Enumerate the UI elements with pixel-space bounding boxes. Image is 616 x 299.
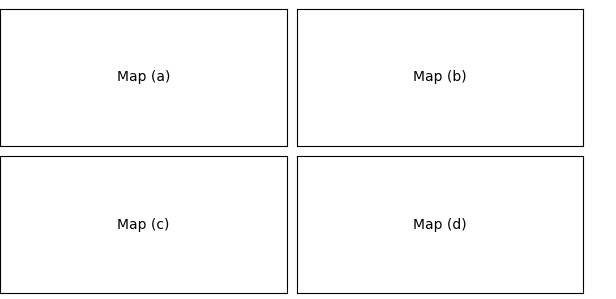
Text: Map (b): Map (b): [413, 70, 467, 84]
Text: Map (d): Map (d): [413, 218, 467, 232]
Text: Map (a): Map (a): [116, 70, 170, 84]
Text: Map (c): Map (c): [117, 218, 169, 232]
